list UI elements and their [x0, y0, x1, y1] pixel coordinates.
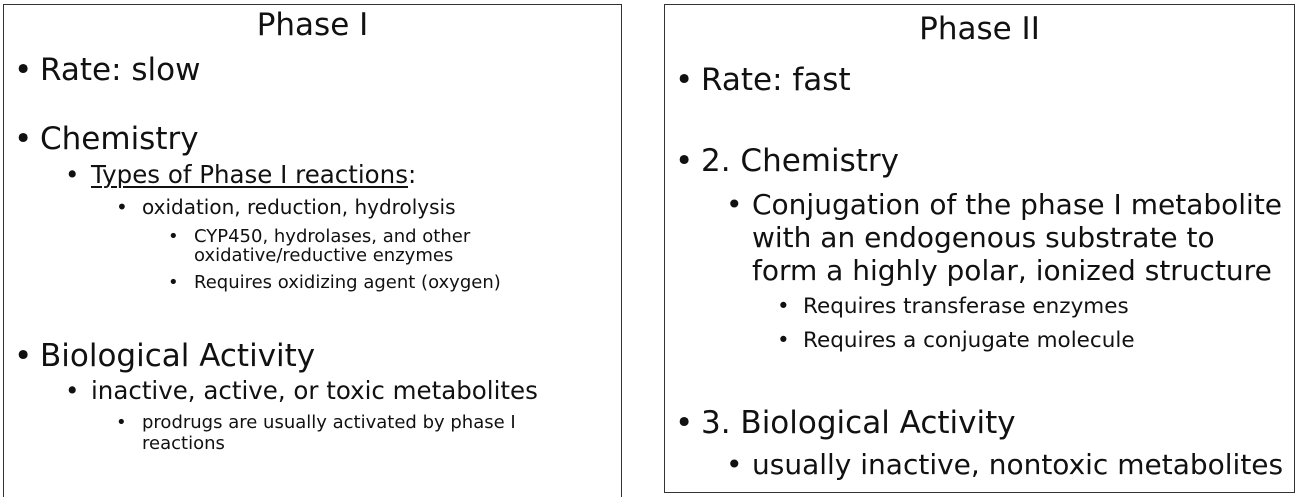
bullet: •	[65, 160, 80, 189]
phase-1-chemistry: Chemistry	[40, 121, 199, 157]
phase-1-prodrugs-line-2: reactions	[142, 433, 225, 454]
phase-1-enzymes-line-1: CYP450, hydrolases, and other	[194, 226, 471, 247]
bullet: •	[675, 143, 694, 179]
phase-1-panel: Phase I • Rate: slow • Chemistry • Types…	[3, 4, 622, 497]
bullet: •	[168, 272, 179, 293]
phase-1-reactions: oxidation, reduction, hydrolysis	[142, 195, 456, 219]
bullet: •	[777, 328, 790, 353]
bullet: •	[116, 412, 127, 433]
phase-1-title: Phase I	[256, 7, 369, 43]
bullet: •	[65, 376, 80, 405]
bullet: •	[116, 195, 128, 219]
phase-2-title: Phase II	[919, 11, 1040, 47]
phase-2-metabolites: usually inactive, nontoxic metabolites	[752, 448, 1284, 481]
types-colon: :	[407, 160, 417, 189]
types-of-reactions-label: Types of Phase I reactions	[91, 160, 408, 189]
bullet: •	[14, 121, 33, 157]
bullet: •	[726, 448, 743, 481]
bullet: •	[675, 405, 694, 441]
phase-2-conjugation-line-2: with an endogenous substrate to	[752, 221, 1215, 254]
phase-1-metabolites: inactive, active, or toxic metabolites	[91, 376, 538, 405]
phase-1-prodrugs-line-1: prodrugs are usually activated by phase …	[142, 412, 516, 433]
bullet: •	[777, 294, 790, 319]
phase-1-enzymes-line-2: oxidative/reductive enzymes	[194, 245, 454, 266]
phase-2-rate: Rate: fast	[701, 62, 851, 98]
phase-2-chemistry: 2. Chemistry	[701, 143, 900, 179]
phase-2-conjugation-line-3: form a highly polar, ionized structure	[752, 254, 1272, 287]
phase-1-oxidizing: Requires oxidizing agent (oxygen)	[194, 272, 501, 293]
phase-2-transferase: Requires transferase enzymes	[803, 294, 1129, 319]
phase-2-conjugate: Requires a conjugate molecule	[803, 328, 1135, 353]
bullet: •	[726, 188, 743, 221]
phase-1-rate: Rate: slow	[40, 52, 201, 88]
phase-2-panel: Phase II • Rate: fast • 2. Chemistry • C…	[664, 4, 1295, 493]
bullet: •	[168, 226, 179, 247]
phase-1-bio-activity: Biological Activity	[40, 338, 316, 374]
phase-2-bio-activity: 3. Biological Activity	[701, 405, 1016, 441]
phase-2-conjugation-line-1: Conjugation of the phase I metabolite	[752, 188, 1283, 221]
bullet: •	[675, 62, 694, 98]
bullet: •	[14, 52, 33, 88]
bullet: •	[14, 338, 33, 374]
